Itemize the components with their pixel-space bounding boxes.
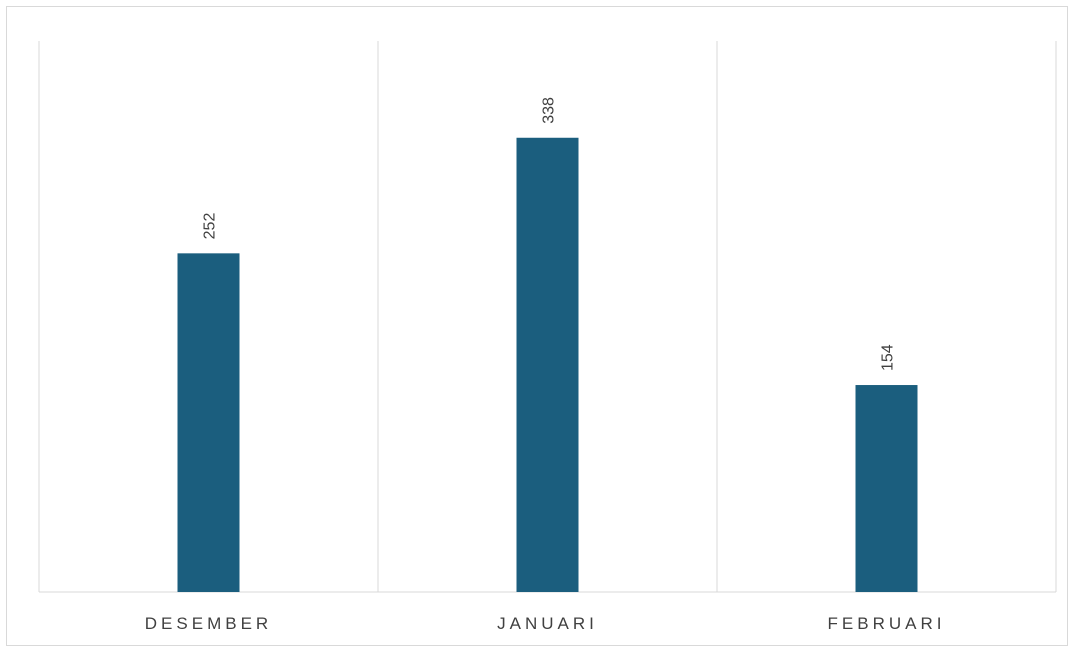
data-label-februari: 154 xyxy=(880,344,897,371)
chart-frame: 252 DESEMBER 338 JANUARI 154 FEBRUARI xyxy=(6,6,1068,646)
x-tick-label-februari: FEBRUARI xyxy=(828,614,946,633)
bar-januari xyxy=(516,137,579,592)
data-label-desember: 252 xyxy=(202,213,219,240)
bar-februari xyxy=(855,385,918,592)
data-label-januari: 338 xyxy=(541,97,558,124)
x-tick-label-desember: DESEMBER xyxy=(145,614,272,633)
bar-chart: 252 DESEMBER 338 JANUARI 154 FEBRUARI xyxy=(38,41,1057,633)
bar-desember xyxy=(177,253,240,592)
x-tick-label-januari: JANUARI xyxy=(497,614,598,633)
